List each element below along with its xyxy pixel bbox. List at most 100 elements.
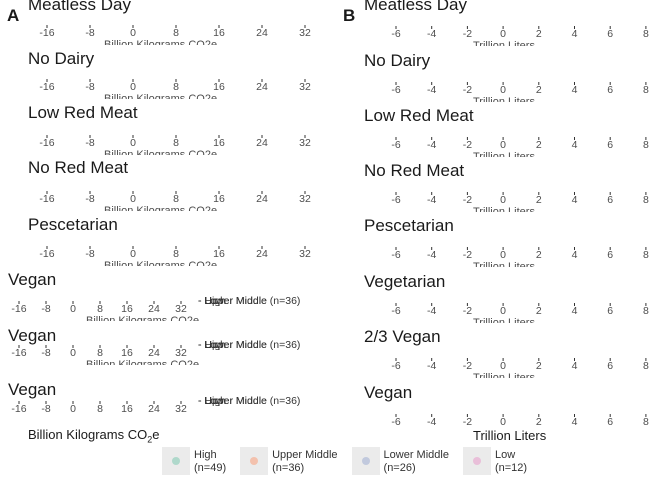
tick-b-5-7-label: 8 xyxy=(643,305,649,317)
clipped-axis-label-b-2: Trillion Liters xyxy=(473,152,613,157)
tick-a-4-5-label: 24 xyxy=(256,248,268,260)
tick-a-4-6-label: 32 xyxy=(299,248,311,260)
tick-b-6-6-label: 6 xyxy=(607,360,613,372)
tick-a-6-4-label: 16 xyxy=(121,347,133,359)
clipped-axis-label-b-6: Trillion Liters xyxy=(473,373,613,378)
tick-b-4-7-label: 8 xyxy=(643,249,649,261)
legend-label-count: (n=12) xyxy=(494,461,528,474)
tick-b-3-5-label: 4 xyxy=(572,194,578,206)
clipped-axis-label-b-1: Trillion Liters xyxy=(473,97,613,102)
tick-a-1-6-label: 32 xyxy=(299,81,311,93)
tick-a-6-1-label: -8 xyxy=(41,347,50,359)
legend-dot xyxy=(250,457,259,465)
facet-title-a-6: Vegan xyxy=(8,326,57,345)
facet-title-b-4: Pescetarian xyxy=(364,216,454,235)
facet-title-a-3: No Red Meat xyxy=(28,158,129,177)
tick-b-3-4-label: 2 xyxy=(536,194,542,206)
tick-b-1-3-label: 0 xyxy=(500,84,506,96)
tick-b-1-0-label: -6 xyxy=(391,84,400,96)
tick-a-2-5-label: 24 xyxy=(256,137,268,149)
tick-b-6-0-label: -6 xyxy=(391,360,400,372)
tick-b-4-5-label: 4 xyxy=(572,249,578,261)
tick-a-6-2-label: 0 xyxy=(70,347,76,359)
tick-b-0-3-label: 0 xyxy=(500,28,506,40)
facet-title-b-3: No Red Meat xyxy=(364,161,465,180)
tick-a-4-3-label: 8 xyxy=(173,248,179,260)
tick-a-7-6-label: 32 xyxy=(175,403,187,415)
tick-a-4-4-label: 16 xyxy=(213,248,225,260)
panel-b-xlabel: Trillion Liters xyxy=(473,428,547,443)
tick-b-4-0-label: -6 xyxy=(391,249,400,261)
legend-label-name: High xyxy=(194,449,217,461)
tick-a-3-4-label: 16 xyxy=(213,193,225,205)
legend-label: Lower Middle (n=26) xyxy=(384,447,449,474)
tick-b-3-1-label: -4 xyxy=(427,194,436,206)
tick-a-4-1-label: -8 xyxy=(85,248,94,260)
tick-b-2-3-label: 0 xyxy=(500,139,506,151)
tick-a-4-2-label: 0 xyxy=(130,248,136,260)
tick-a-0-6-label: 32 xyxy=(299,27,311,39)
tick-a-1-1-label: -8 xyxy=(85,81,94,93)
tick-b-6-5-label: 4 xyxy=(572,360,578,372)
tick-a-2-2-label: 0 xyxy=(130,137,136,149)
facet-title-a-2: Low Red Meat xyxy=(28,103,138,122)
overlap-label: - High xyxy=(198,295,227,307)
clipped-axis-label-b-5: Trillion Liters xyxy=(473,318,613,323)
tick-b-6-2-label: -2 xyxy=(463,360,472,372)
legend-key xyxy=(162,447,190,475)
legend-label-count: (n=26) xyxy=(383,461,416,474)
tick-a-6-3-label: 8 xyxy=(97,347,103,359)
overlap-label: - Lower Middle xyxy=(198,295,267,307)
tick-b-3-3-label: 0 xyxy=(500,194,506,206)
facet-title-b-1: No Dairy xyxy=(364,51,431,70)
tick-b-0-5-label: 4 xyxy=(572,28,578,40)
tick-a-6-6-label: 32 xyxy=(175,347,187,359)
tick-a-0-3-label: 8 xyxy=(173,27,179,39)
tick-b-4-6-label: 6 xyxy=(607,249,613,261)
tick-a-3-6-label: 32 xyxy=(299,193,311,205)
clipped-axis-label-a-6: Billion Kilograms CO2e xyxy=(86,360,226,365)
legend-label-count: (n=36) xyxy=(272,461,305,474)
tick-b-0-0-label: -6 xyxy=(391,28,400,40)
tick-a-3-1-label: -8 xyxy=(85,193,94,205)
tick-b-3-0-label: -6 xyxy=(391,194,400,206)
facet-title-a-1: No Dairy xyxy=(28,49,95,68)
tick-b-1-4-label: 2 xyxy=(536,84,542,96)
legend-key xyxy=(240,447,269,475)
legend-item-0: High (n=49) xyxy=(162,447,226,475)
tick-a-2-4-label: 16 xyxy=(213,137,225,149)
clipped-axis-label-b-3: Trillion Liters xyxy=(473,207,613,212)
legend-dot xyxy=(361,457,370,465)
legend-label-name: Upper Middle xyxy=(272,449,338,461)
clipped-axis-label-a-1: Billion Kilograms CO2e xyxy=(104,94,244,99)
tick-b-5-5-label: 4 xyxy=(572,305,578,317)
tick-a-2-3-label: 8 xyxy=(173,137,179,149)
tick-a-7-5-label: 24 xyxy=(148,403,160,415)
tick-a-5-1-label: -8 xyxy=(41,303,50,315)
tick-a-6-0-label: -16 xyxy=(11,347,26,359)
tick-a-0-5-label: 24 xyxy=(256,27,268,39)
tick-b-7-6-label: 6 xyxy=(607,416,613,428)
tick-b-2-2-label: -2 xyxy=(463,139,472,151)
facet-title-b-2: Low Red Meat xyxy=(364,106,474,125)
tick-a-5-0-label: -16 xyxy=(11,303,26,315)
legend-item-1: Upper Middle (n=36) xyxy=(240,447,338,475)
legend-dot xyxy=(472,457,481,465)
facet-title-a-0: Meatless Day xyxy=(28,0,131,14)
overlapping-labels-a-7: - High - Upper Middle (n=36) - Lower Middl… xyxy=(198,396,318,408)
facet-title-b-5: Vegetarian xyxy=(364,272,446,291)
tick-b-3-6-label: 6 xyxy=(607,194,613,206)
tick-b-5-3-label: 0 xyxy=(500,305,506,317)
legend-label-name: Lower Middle xyxy=(383,449,449,461)
panel-letter-b: B xyxy=(343,6,356,25)
tick-a-1-2-label: 0 xyxy=(130,81,136,93)
facet-title-b-7: Vegan xyxy=(364,383,413,402)
tick-b-4-2-label: -2 xyxy=(463,249,472,261)
tick-b-6-4-label: 2 xyxy=(536,360,542,372)
tick-a-3-3-label: 8 xyxy=(173,193,179,205)
tick-b-6-3-label: 0 xyxy=(500,360,506,372)
overlap-label: - Low xyxy=(198,295,224,307)
clipped-axis-label-a-4: Billion Kilograms CO2e xyxy=(104,261,244,266)
overlap-label: - Upper Middle (n=36) xyxy=(198,395,301,407)
